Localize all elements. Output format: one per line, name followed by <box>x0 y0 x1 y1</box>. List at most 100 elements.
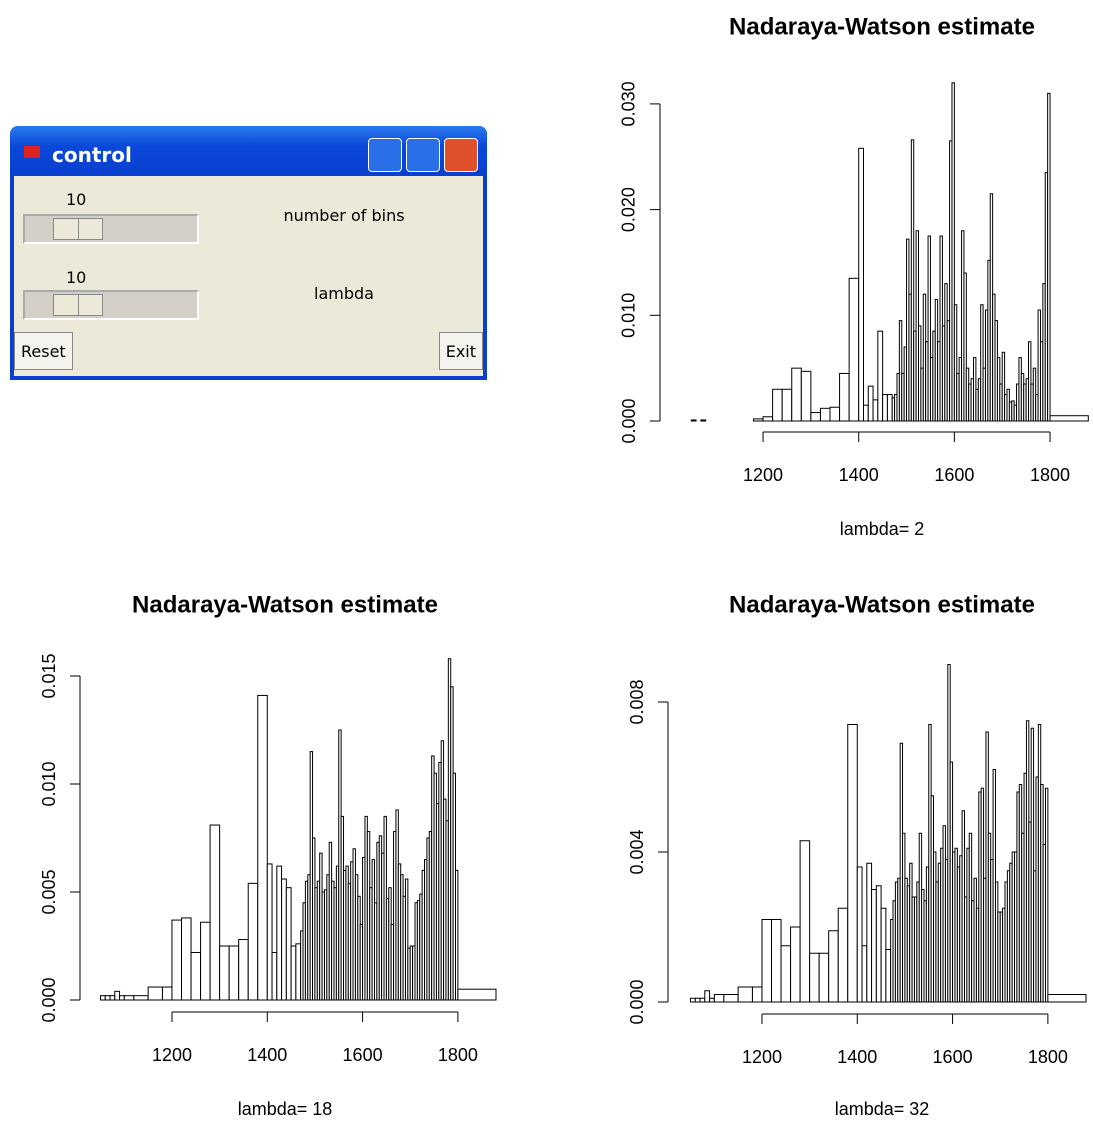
minimize-button[interactable] <box>368 138 402 172</box>
y-tick-label: 0.000 <box>627 979 647 1024</box>
y-tick-label: 0.008 <box>627 679 647 724</box>
close-button[interactable] <box>444 138 478 172</box>
bar <box>228 945 240 1001</box>
bar <box>898 320 903 422</box>
slider-thumb[interactable] <box>53 294 103 316</box>
bar <box>780 945 792 1003</box>
reset-button[interactable]: Reset <box>14 332 73 370</box>
bar <box>454 869 459 1001</box>
x-tick-label: 1400 <box>837 1047 877 1067</box>
bar <box>761 919 773 1003</box>
y-tick-label: 0.010 <box>39 761 59 806</box>
bar <box>709 997 715 1003</box>
bar <box>882 394 888 422</box>
bar <box>147 986 163 1001</box>
title-bar: control <box>10 126 487 176</box>
bar <box>877 330 884 422</box>
bar <box>699 997 706 1003</box>
bar <box>281 878 287 1001</box>
bar <box>856 866 863 1003</box>
y-tick-label: 0.004 <box>627 829 647 874</box>
bar <box>1030 727 1035 1003</box>
bar <box>837 907 849 1003</box>
bar <box>713 994 725 1003</box>
control-window: control 10 number of bins 10 lambda Rese… <box>10 126 487 380</box>
x-tick-label: 1600 <box>343 1045 383 1065</box>
bar <box>790 926 801 1003</box>
bar <box>927 235 931 422</box>
bar <box>133 995 149 1001</box>
exit-button[interactable]: Exit <box>438 332 483 370</box>
bar <box>271 951 278 1001</box>
bar <box>690 997 696 1003</box>
y-tick-label: 0.010 <box>619 293 639 338</box>
bar <box>190 951 202 1001</box>
bar <box>861 945 868 1003</box>
bar <box>771 919 782 1003</box>
bar <box>457 988 497 1001</box>
bar <box>100 995 106 1001</box>
x-axis-label: lambda= 32 <box>835 1099 930 1119</box>
bar <box>247 882 259 1001</box>
bar <box>951 82 955 422</box>
chart-title: Nadaraya-Watson estimate <box>729 13 1035 40</box>
bar <box>209 824 221 1001</box>
bar <box>238 939 249 1001</box>
window-body: 10 number of bins 10 lambda Reset Exit <box>14 176 483 376</box>
maximize-button[interactable] <box>406 138 440 172</box>
bar <box>829 406 841 422</box>
y-tick-label: 0.030 <box>619 81 639 126</box>
window-title: control <box>52 143 132 167</box>
bar <box>867 385 874 422</box>
slider-value: 10 <box>66 190 87 209</box>
bar <box>953 304 958 422</box>
bar <box>875 885 882 1003</box>
x-axis-label: lambda= 2 <box>840 519 925 539</box>
bar <box>704 990 711 1003</box>
bar <box>871 889 877 1003</box>
x-tick-label: 1200 <box>743 465 783 485</box>
bar <box>819 407 831 422</box>
x-tick-label: 1800 <box>1028 1047 1068 1067</box>
bar <box>828 930 839 1003</box>
bar <box>963 272 967 422</box>
slider-thumb[interactable] <box>53 218 103 240</box>
bar <box>200 921 211 1001</box>
y-tick-label: 0.015 <box>39 653 59 698</box>
bar <box>295 943 302 1001</box>
bar <box>219 945 230 1001</box>
bar <box>885 949 892 1003</box>
bar <box>276 865 283 1001</box>
bar <box>1047 92 1051 422</box>
slider-label: lambda <box>314 284 374 303</box>
slider[interactable] <box>23 214 199 244</box>
bar <box>161 986 173 1001</box>
bar <box>171 919 183 1001</box>
bar <box>1049 415 1089 422</box>
bar <box>772 388 783 422</box>
bar <box>862 404 869 422</box>
bar <box>818 952 830 1003</box>
bar <box>886 394 893 422</box>
bar <box>791 367 802 422</box>
slider[interactable] <box>23 290 199 320</box>
x-tick-label: 1400 <box>839 465 879 485</box>
bar <box>848 277 860 422</box>
x-tick-label: 1600 <box>933 1047 973 1067</box>
bar <box>872 399 879 422</box>
bar <box>104 995 111 1001</box>
x-tick-label: 1800 <box>438 1045 478 1065</box>
bar <box>404 878 409 1001</box>
bar <box>114 990 121 1001</box>
bar <box>847 724 858 1003</box>
bar <box>737 986 753 1003</box>
bar <box>109 995 116 1001</box>
bar <box>752 418 764 422</box>
bar <box>290 945 297 1001</box>
bar <box>809 952 820 1003</box>
bar <box>866 862 873 1003</box>
bar <box>800 370 812 422</box>
bar <box>839 372 850 422</box>
x-tick-label: 1400 <box>247 1045 287 1065</box>
